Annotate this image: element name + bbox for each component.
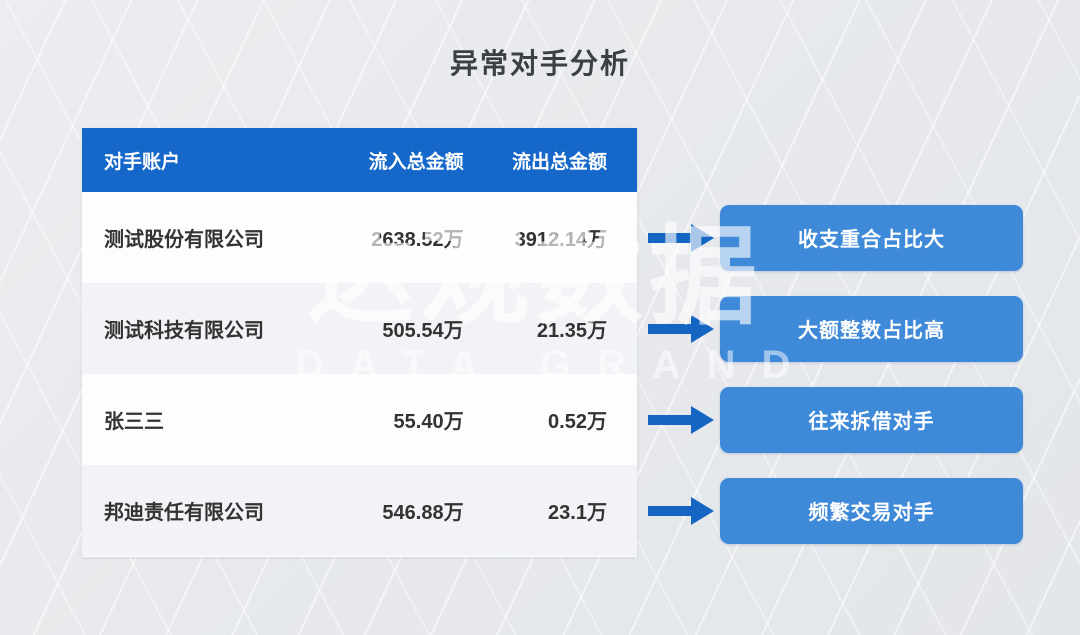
cell-account: 张三三 bbox=[104, 411, 164, 433]
cell-account: 测试科技有限公司 bbox=[104, 320, 264, 342]
cell-inflow: 546.88万 bbox=[382, 502, 464, 524]
cell-inflow: 55.40万 bbox=[393, 411, 464, 433]
anomaly-tag: 大额整数占比高 bbox=[720, 295, 1023, 362]
flow-row: 收支重合占比大 bbox=[648, 192, 1023, 283]
table-row: 张三三 55.40万 0.52万 bbox=[82, 374, 637, 465]
table-row: 测试股份有限公司 2638.52万 3912.14万 bbox=[82, 192, 637, 283]
table-row: 测试科技有限公司 505.54万 21.35万 bbox=[82, 283, 637, 374]
cell-account: 测试股份有限公司 bbox=[104, 229, 264, 251]
table-header-row: 对手账户 流入总金额 流出总金额 bbox=[82, 128, 637, 192]
table-row: 邦迪责任有限公司 546.88万 23.1万 bbox=[82, 465, 637, 556]
anomaly-tag: 频繁交易对手 bbox=[720, 477, 1023, 544]
cell-outflow: 0.52万 bbox=[548, 411, 607, 433]
flow-row: 往来拆借对手 bbox=[648, 374, 1023, 465]
anomaly-tag: 往来拆借对手 bbox=[720, 386, 1023, 453]
anomaly-tag-column: 收支重合占比大 大额整数占比高 往来拆借对手 频繁交易对手 bbox=[648, 192, 1023, 556]
counterparty-table: 对手账户 流入总金额 流出总金额 测试股份有限公司 2638.52万 3912.… bbox=[82, 128, 637, 557]
page-title: 异常对手分析 bbox=[449, 48, 630, 79]
arrow-right-icon bbox=[648, 223, 714, 252]
cell-inflow: 505.54万 bbox=[382, 320, 464, 342]
cell-outflow: 3912.14万 bbox=[514, 229, 607, 251]
header-cell-inflow: 流入总金额 bbox=[368, 151, 464, 173]
header-cell-account: 对手账户 bbox=[104, 151, 181, 173]
flow-row: 大额整数占比高 bbox=[648, 283, 1023, 374]
header-cell-outflow: 流出总金额 bbox=[511, 151, 607, 173]
arrow-right-icon bbox=[648, 496, 714, 525]
cell-inflow: 2638.52万 bbox=[371, 229, 464, 251]
cell-outflow: 21.35万 bbox=[536, 320, 607, 342]
cell-outflow: 23.1万 bbox=[548, 502, 607, 524]
anomaly-tag: 收支重合占比大 bbox=[720, 204, 1023, 271]
arrow-right-icon bbox=[648, 405, 714, 434]
arrow-right-icon bbox=[648, 314, 714, 343]
flow-row: 频繁交易对手 bbox=[648, 465, 1023, 556]
cell-account: 邦迪责任有限公司 bbox=[104, 502, 264, 524]
